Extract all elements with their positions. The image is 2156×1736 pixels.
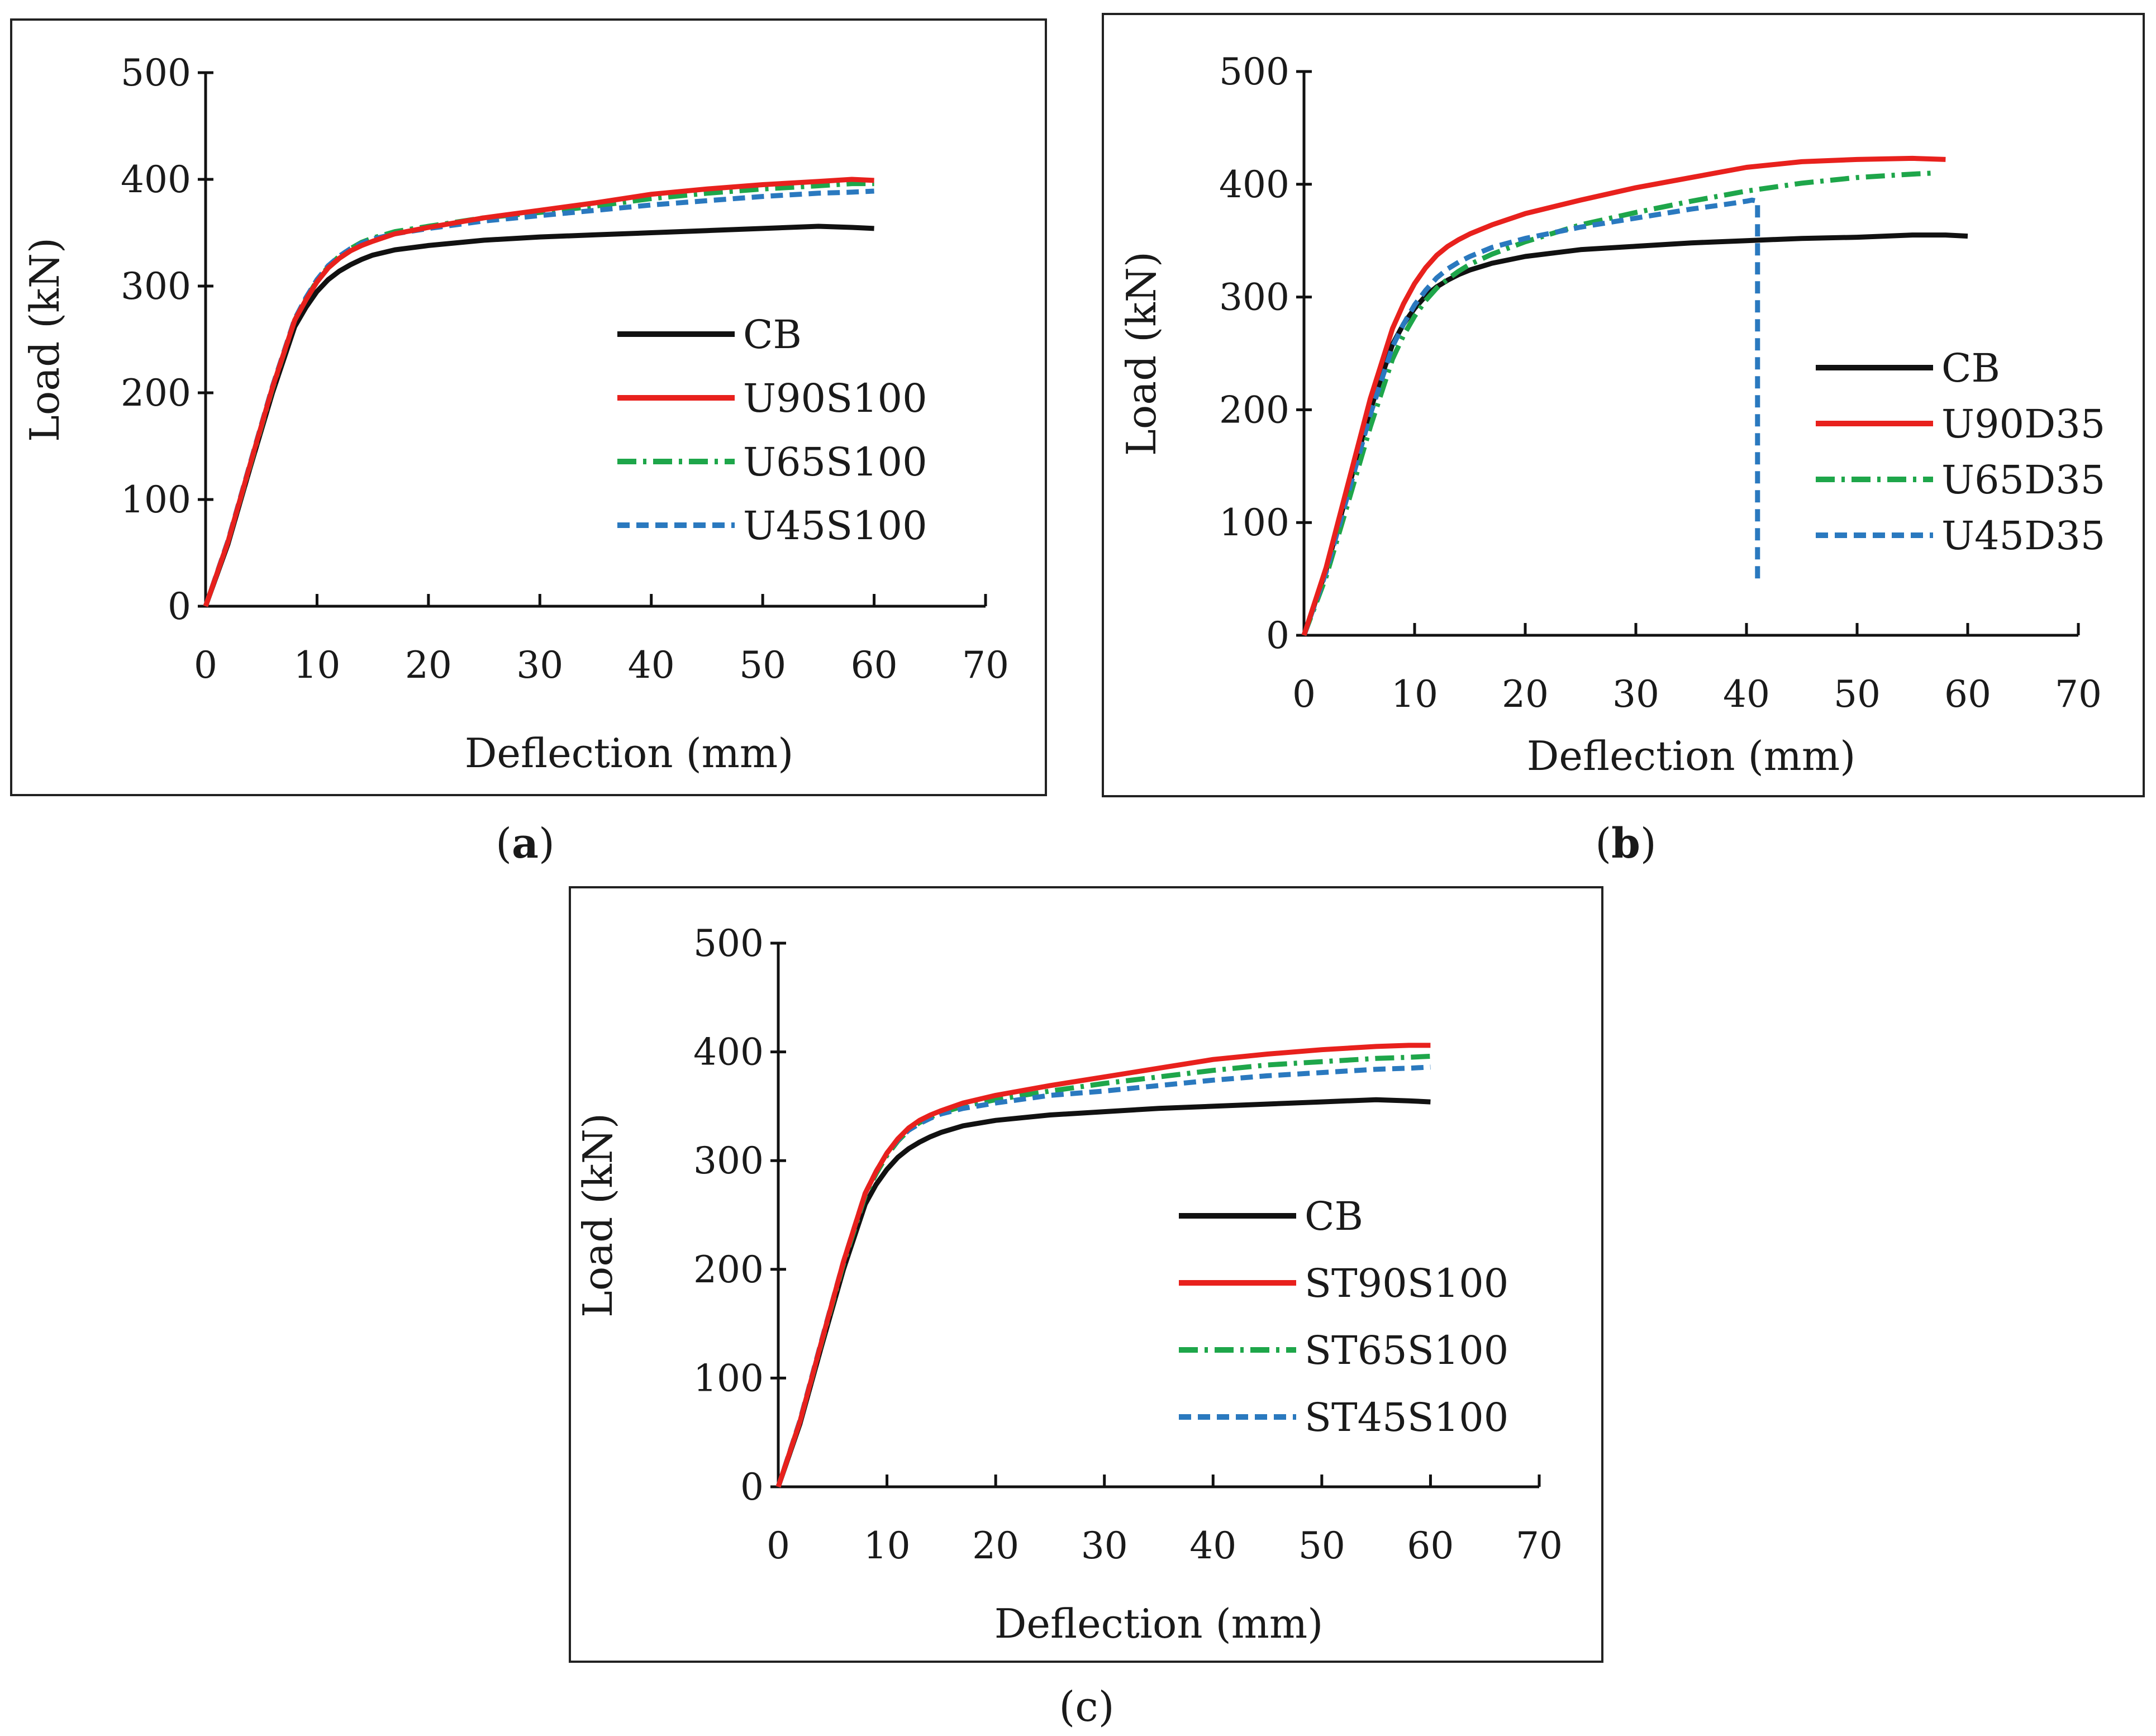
- panel-c-plot: 0 100 200 300 400 500 0 10 20 30 40 50 60 70 Deflectio…: [574, 922, 1563, 1647]
- series-line-u90s100: [203, 177, 874, 607]
- y-tick-label: 0: [168, 585, 191, 628]
- x-tick-label: 20: [1502, 673, 1549, 716]
- x-tick-label: 70: [962, 644, 1009, 687]
- panel-b-frame: [1102, 13, 2145, 797]
- y-axis-title: Load (kN): [21, 237, 68, 442]
- panel-a: 0 100 200 300 400 500 0 10 20 30 40 50 60 70 Deflectio…: [10, 18, 1047, 796]
- x-tick-label: 70: [1516, 1524, 1563, 1567]
- x-tick-label: 0: [767, 1524, 790, 1567]
- x-axis-title: Deflection (mm): [465, 730, 794, 777]
- y-tick-label: 200: [121, 372, 191, 415]
- series-line-st90s100: [775, 1043, 1431, 1488]
- series-line-u45d35: [1301, 197, 1760, 636]
- y-tick-label: 500: [693, 922, 764, 965]
- y-tick-label: 500: [1219, 50, 1289, 93]
- series-line-st45s100: [775, 1064, 1431, 1488]
- x-tick-label: 10: [1391, 673, 1438, 716]
- caption-b: (b): [1595, 820, 1657, 868]
- y-tick-label: 200: [1219, 388, 1289, 431]
- x-tick-label: 10: [864, 1524, 911, 1567]
- y-tick-label: 400: [693, 1031, 764, 1074]
- x-tick-label: 50: [1834, 673, 1881, 716]
- caption-a: (a): [496, 820, 555, 868]
- panel-a-frame: [10, 18, 1047, 796]
- caption-c: (c): [1059, 1683, 1114, 1731]
- x-tick-label: 20: [972, 1524, 1019, 1567]
- y-tick-label: 100: [121, 478, 191, 521]
- x-axis-title: Deflection (mm): [994, 1600, 1324, 1647]
- y-tick-label: 300: [1219, 276, 1289, 319]
- y-tick-label: 400: [121, 158, 191, 201]
- panel-c-frame: [569, 886, 1603, 1663]
- y-tick-label: 100: [693, 1357, 764, 1400]
- x-tick-label: 10: [293, 644, 340, 687]
- x-tick-label: 20: [405, 644, 452, 687]
- legend-label-st65s100: ST65S100: [1305, 1328, 1508, 1373]
- legend-label-u65d35: U65D35: [1941, 457, 2105, 503]
- y-tick-label: 0: [740, 1466, 764, 1509]
- x-axis-title: Deflection (mm): [1527, 733, 1856, 779]
- y-tick-label: 200: [693, 1248, 764, 1291]
- x-tick-label: 60: [1944, 673, 1991, 716]
- legend-label-u45s100: U45S100: [743, 503, 927, 549]
- legend-label-cb: CB: [743, 312, 802, 358]
- x-tick-label: 50: [739, 644, 786, 687]
- legend-label-st90s100: ST90S100: [1305, 1261, 1508, 1306]
- legend-label-u65s100: U65S100: [743, 439, 927, 485]
- legend-label-cb: CB: [1941, 345, 2000, 391]
- x-tick-label: 40: [1723, 673, 1770, 716]
- panel-b: 0 100 200 300 400 500 0 10 20 30 40 50 60 70 Deflectio…: [1102, 13, 2145, 797]
- y-tick-label: 300: [121, 265, 191, 308]
- y-axis-title: Load (kN): [574, 1113, 621, 1318]
- series-line-cb: [775, 1097, 1431, 1488]
- legend-label-u90d35: U90D35: [1941, 401, 2105, 447]
- x-tick-label: 60: [1407, 1524, 1454, 1567]
- legend-label-cb: CB: [1305, 1193, 1363, 1239]
- panel-b-plot: 0 100 200 300 400 500 0 10 20 30 40 50 60 70 Deflectio…: [1118, 50, 2105, 779]
- legend-label-u45d35: U45D35: [1941, 513, 2105, 559]
- series-line-u90d35: [1301, 155, 1946, 636]
- x-tick-label: 40: [1189, 1524, 1236, 1567]
- panel-c: 0 100 200 300 400 500 0 10 20 30 40 50 60 70 Deflectio…: [569, 886, 1603, 1663]
- x-tick-label: 0: [194, 644, 217, 687]
- x-tick-label: 50: [1298, 1524, 1345, 1567]
- y-tick-label: 500: [121, 51, 191, 94]
- panel-a-plot: 0 100 200 300 400 500 0 10 20 30 40 50 60 70 Deflectio…: [21, 51, 1009, 777]
- y-tick-label: 100: [1219, 501, 1289, 544]
- y-tick-label: 300: [693, 1139, 764, 1182]
- x-tick-label: 40: [628, 644, 675, 687]
- legend-label-u90s100: U90S100: [743, 375, 927, 421]
- series-line-u65d35: [1301, 170, 1935, 636]
- x-tick-label: 60: [851, 644, 898, 687]
- x-tick-label: 0: [1292, 673, 1316, 716]
- y-tick-label: 0: [1266, 614, 1289, 657]
- y-axis-title: Load (kN): [1118, 251, 1165, 456]
- x-tick-label: 30: [1081, 1524, 1128, 1567]
- y-tick-label: 400: [1219, 163, 1289, 206]
- legend-label-st45s100: ST45S100: [1305, 1395, 1508, 1440]
- x-tick-label: 30: [516, 644, 563, 687]
- x-tick-label: 30: [1612, 673, 1659, 716]
- x-tick-label: 70: [2055, 673, 2102, 716]
- series-line-cb: [1301, 232, 1968, 636]
